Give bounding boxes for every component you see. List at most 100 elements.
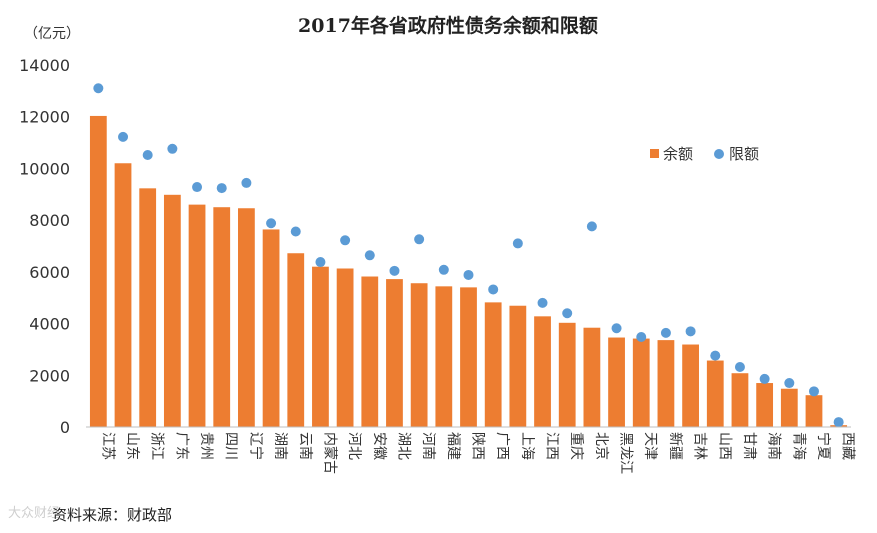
x-tick-label: 贵州 <box>198 432 214 460</box>
x-tick-label: 云南 <box>297 432 313 460</box>
bar-江苏 <box>90 116 107 427</box>
x-tick-label: 内蒙古 <box>321 432 337 474</box>
chart-title: 2017年各省政府性债务余额和限额 <box>298 14 598 37</box>
bar-广西 <box>485 302 502 427</box>
point-内蒙古 <box>315 257 325 267</box>
bar-陕西 <box>460 287 477 427</box>
point-陕西 <box>464 270 474 280</box>
bar-宁夏 <box>806 395 823 427</box>
point-福建 <box>439 265 449 275</box>
x-tick-label: 广东 <box>173 432 189 460</box>
y-tick-label: 14000 <box>19 56 70 75</box>
legend-label-balance: 余额 <box>663 145 693 163</box>
bar-安徽 <box>361 277 378 427</box>
point-西藏 <box>834 417 844 427</box>
point-海南 <box>760 374 770 384</box>
x-tick-label: 陕西 <box>470 432 486 460</box>
point-天津 <box>636 332 646 342</box>
point-山东 <box>118 132 128 142</box>
point-河南 <box>414 234 424 244</box>
x-tick-label: 浙江 <box>149 432 165 460</box>
bar-山西 <box>707 361 724 427</box>
x-tick-label: 辽宁 <box>247 432 264 460</box>
x-tick-label: 广西 <box>494 432 510 460</box>
x-tick-label: 吉林 <box>692 432 708 460</box>
x-tick-label: 黑龙江 <box>618 432 634 474</box>
bar-新疆 <box>658 340 675 427</box>
y-tick-label: 12000 <box>19 108 70 127</box>
x-tick-label: 宁夏 <box>815 432 832 460</box>
bar-黑龙江 <box>608 338 625 427</box>
point-吉林 <box>686 326 696 336</box>
y-tick-label: 2000 <box>29 366 70 385</box>
point-江苏 <box>93 83 103 93</box>
source-note: 资料来源：财政部 <box>52 504 172 525</box>
bar-湖北 <box>386 279 403 427</box>
x-tick-label: 湖南 <box>272 432 288 460</box>
point-贵州 <box>192 182 202 192</box>
x-tick-label: 江西 <box>544 432 560 460</box>
bar-云南 <box>287 253 304 427</box>
point-湖南 <box>266 218 276 228</box>
x-tick-label: 北京 <box>593 432 609 460</box>
point-安徽 <box>365 250 375 260</box>
point-浙江 <box>143 150 153 160</box>
point-广西 <box>488 284 498 294</box>
bar-河南 <box>411 283 428 427</box>
x-tick-label: 山东 <box>124 432 140 460</box>
x-tick-label: 四川 <box>223 432 239 460</box>
point-湖北 <box>389 266 399 276</box>
x-tick-label: 湖北 <box>395 432 411 460</box>
x-tick-label: 海南 <box>766 432 782 460</box>
y-axis: 0 2000 4000 6000 8000 10000 12000 14000 <box>19 56 70 437</box>
x-axis: 江苏 山东 浙江 广东 贵州 四川 辽宁 湖南 云南 内蒙古 河北 安徽 湖北 河南 福建 陕西 广西 上海 江西重… <box>86 427 856 474</box>
bar-湖南 <box>263 229 280 427</box>
point-青海 <box>784 378 794 388</box>
bar-北京 <box>584 328 601 427</box>
bar-辽宁 <box>238 208 255 427</box>
bar-内蒙古 <box>312 267 329 427</box>
bar-江西 <box>534 316 551 427</box>
legend-label-limit: 限额 <box>729 145 759 163</box>
y-tick-label: 8000 <box>29 211 70 230</box>
point-云南 <box>291 227 301 237</box>
x-tick-label: 山西 <box>716 432 732 460</box>
y-tick-label: 4000 <box>29 315 70 334</box>
x-tick-label: 新疆 <box>667 432 683 460</box>
point-江西 <box>538 298 548 308</box>
y-tick-label: 10000 <box>19 159 70 178</box>
point-辽宁 <box>241 178 251 188</box>
point-四川 <box>217 183 227 193</box>
y-tick-label: 0 <box>60 418 70 437</box>
bar-甘肃 <box>732 373 749 427</box>
x-tick-label: 青海 <box>790 432 806 460</box>
bar-河北 <box>337 269 354 428</box>
unit-label: （亿元） <box>24 26 80 42</box>
point-广东 <box>167 144 177 154</box>
x-tick-label: 河南 <box>420 432 436 460</box>
legend-swatch-balance <box>650 149 659 158</box>
chart: 2017年各省政府性债务余额和限额 （亿元） 0 2000 4000 6000 8000… <box>0 0 877 533</box>
y-tick-label: 6000 <box>29 263 70 282</box>
bar-四川 <box>213 207 230 427</box>
bar-天津 <box>633 339 650 427</box>
x-tick-label: 河北 <box>346 432 362 460</box>
point-北京 <box>587 221 597 231</box>
x-tick-label: 上海 <box>519 432 535 460</box>
point-河北 <box>340 235 350 245</box>
point-黑龙江 <box>612 323 622 333</box>
x-tick-label: 天津 <box>642 432 658 460</box>
point-山西 <box>710 351 720 361</box>
bar-重庆 <box>559 323 576 427</box>
bar-贵州 <box>189 205 206 427</box>
x-tick-label: 江苏 <box>99 432 115 460</box>
legend: 余额 限额 <box>650 145 759 163</box>
x-tick-label: 甘肃 <box>741 432 757 460</box>
x-tick-label: 安徽 <box>371 432 387 460</box>
x-tick-label: 福建 <box>445 432 461 460</box>
point-重庆 <box>562 308 572 318</box>
bar-海南 <box>756 383 773 427</box>
bar-浙江 <box>139 188 156 427</box>
bar-福建 <box>435 286 452 427</box>
legend-swatch-limit <box>714 149 724 159</box>
